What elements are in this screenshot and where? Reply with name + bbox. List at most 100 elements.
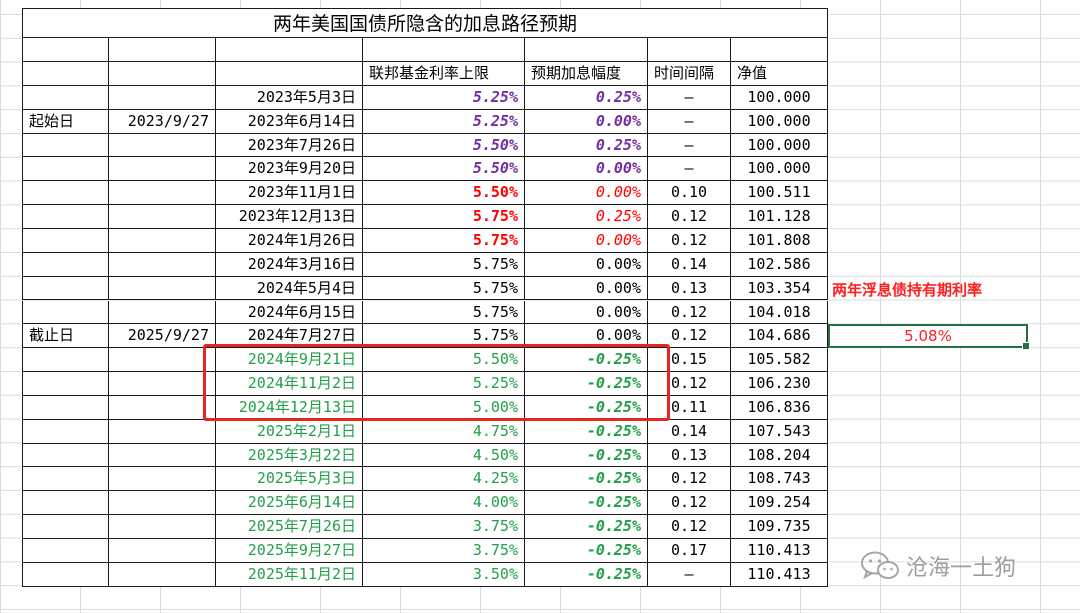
row-date[interactable]: 2025年2月1日: [216, 419, 363, 444]
row-date[interactable]: 2023年12月13日: [216, 205, 363, 229]
row-change[interactable]: -0.25%: [525, 515, 648, 539]
row-label[interactable]: [22, 157, 109, 182]
row-interval[interactable]: –: [648, 85, 731, 110]
row-label[interactable]: [22, 133, 109, 158]
row-interval[interactable]: 0.12: [648, 300, 731, 325]
row-rate[interactable]: 3.50%: [363, 562, 525, 587]
row-interval[interactable]: –: [648, 562, 731, 587]
row-date[interactable]: 2023年7月26日: [216, 133, 363, 158]
row-label[interactable]: [22, 515, 109, 539]
header-blank[interactable]: [216, 62, 363, 86]
row-nav[interactable]: 101.128: [731, 205, 828, 229]
header-blank[interactable]: [109, 62, 216, 86]
row-start-date[interactable]: [109, 539, 216, 563]
row-start-date[interactable]: [109, 181, 216, 206]
row-start-date[interactable]: [109, 276, 216, 301]
row-rate[interactable]: 5.00%: [363, 395, 525, 420]
row-date[interactable]: 2023年5月3日: [216, 85, 363, 110]
row-date[interactable]: 2024年3月16日: [216, 252, 363, 277]
row-nav[interactable]: 100.000: [731, 85, 828, 110]
row-change[interactable]: 0.00%: [525, 181, 648, 206]
blank-cell[interactable]: [648, 38, 731, 62]
row-change[interactable]: 0.00%: [525, 157, 648, 182]
row-change[interactable]: 0.25%: [525, 85, 648, 110]
row-start-date[interactable]: [109, 443, 216, 468]
row-start-date[interactable]: [109, 515, 216, 539]
row-rate[interactable]: 4.25%: [363, 467, 525, 492]
row-interval[interactable]: –: [648, 157, 731, 182]
header-nav[interactable]: 净值: [731, 62, 828, 86]
row-label[interactable]: [22, 300, 109, 325]
row-rate[interactable]: 5.75%: [363, 252, 525, 277]
row-rate[interactable]: 5.75%: [363, 228, 525, 253]
holding-rate-cell[interactable]: 5.08%: [828, 324, 1030, 350]
row-nav[interactable]: 109.254: [731, 491, 828, 516]
row-rate[interactable]: 5.25%: [363, 372, 525, 396]
header-rate[interactable]: 联邦基金利率上限: [363, 62, 525, 86]
row-rate[interactable]: 5.25%: [363, 109, 525, 134]
row-start-date[interactable]: [109, 133, 216, 158]
row-rate[interactable]: 5.50%: [363, 157, 525, 182]
row-interval[interactable]: –: [648, 109, 731, 134]
row-nav[interactable]: 107.543: [731, 419, 828, 444]
row-nav[interactable]: 108.743: [731, 467, 828, 492]
row-start-date[interactable]: [109, 562, 216, 587]
row-nav[interactable]: 100.000: [731, 109, 828, 134]
row-rate[interactable]: 5.50%: [363, 133, 525, 158]
row-label[interactable]: [22, 276, 109, 301]
row-label[interactable]: [22, 443, 109, 468]
blank-cell[interactable]: [109, 38, 216, 62]
row-change[interactable]: 0.00%: [525, 252, 648, 277]
row-nav[interactable]: 106.836: [731, 395, 828, 420]
header-change[interactable]: 预期加息幅度: [525, 62, 648, 86]
row-date[interactable]: 2025年6月14日: [216, 491, 363, 516]
blank-cell[interactable]: [216, 38, 363, 62]
row-rate[interactable]: 4.00%: [363, 491, 525, 516]
row-interval[interactable]: 0.12: [648, 467, 731, 492]
row-start-date[interactable]: [109, 419, 216, 444]
row-label[interactable]: [22, 181, 109, 206]
row-interval[interactable]: 0.12: [648, 491, 731, 516]
row-change[interactable]: 0.00%: [525, 324, 648, 349]
row-label[interactable]: [22, 252, 109, 277]
row-start-date[interactable]: [109, 252, 216, 277]
blank-cell[interactable]: [525, 38, 648, 62]
row-date[interactable]: 2023年11月1日: [216, 181, 363, 206]
row-nav[interactable]: 100.000: [731, 133, 828, 158]
row-date[interactable]: 2025年5月3日: [216, 467, 363, 492]
row-label[interactable]: [22, 85, 109, 110]
row-date[interactable]: 2023年6月14日: [216, 109, 363, 134]
row-start-date[interactable]: [109, 372, 216, 396]
row-interval[interactable]: 0.17: [648, 539, 731, 563]
row-start-date[interactable]: 2025/9/27: [109, 324, 216, 349]
row-date[interactable]: 2024年9月21日: [216, 348, 363, 373]
row-label[interactable]: 截止日: [22, 324, 109, 349]
row-change[interactable]: 0.00%: [525, 228, 648, 253]
row-date[interactable]: 2024年1月26日: [216, 228, 363, 253]
row-change[interactable]: -0.25%: [525, 348, 648, 373]
row-change[interactable]: 0.25%: [525, 133, 648, 158]
row-change[interactable]: -0.25%: [525, 419, 648, 444]
row-change[interactable]: 0.00%: [525, 300, 648, 325]
row-interval[interactable]: 0.14: [648, 419, 731, 444]
blank-cell[interactable]: [363, 38, 525, 62]
row-label[interactable]: [22, 228, 109, 253]
row-start-date[interactable]: [109, 395, 216, 420]
row-change[interactable]: -0.25%: [525, 562, 648, 587]
blank-cell[interactable]: [22, 38, 109, 62]
row-interval[interactable]: 0.14: [648, 252, 731, 277]
row-interval[interactable]: 0.12: [648, 228, 731, 253]
row-start-date[interactable]: [109, 228, 216, 253]
row-interval[interactable]: 0.12: [648, 324, 731, 349]
row-change[interactable]: -0.25%: [525, 491, 648, 516]
row-date[interactable]: 2025年9月27日: [216, 539, 363, 563]
row-change[interactable]: -0.25%: [525, 443, 648, 468]
row-label[interactable]: [22, 491, 109, 516]
row-start-date[interactable]: [109, 85, 216, 110]
row-start-date[interactable]: [109, 467, 216, 492]
row-rate[interactable]: 4.50%: [363, 443, 525, 468]
row-date[interactable]: 2023年9月20日: [216, 157, 363, 182]
row-interval[interactable]: 0.12: [648, 515, 731, 539]
row-nav[interactable]: 110.413: [731, 562, 828, 587]
row-interval[interactable]: 0.13: [648, 276, 731, 301]
